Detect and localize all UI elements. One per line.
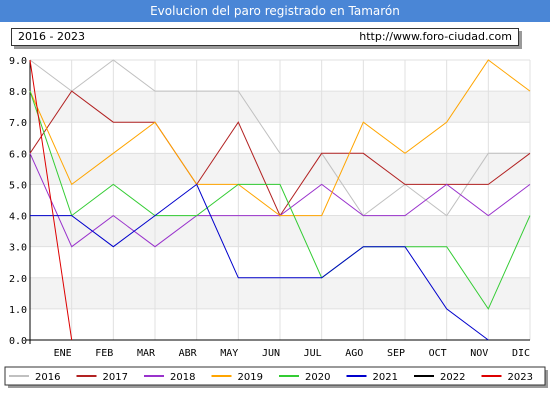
legend-label-2019: 2019 xyxy=(238,372,263,383)
series-line-2019 xyxy=(29,59,531,217)
x-axis-ticks: ENE FEB MAR ABR MAY JUN JUL AGO SEP OCT NOV DIC xyxy=(54,348,530,359)
legend-label-2016: 2016 xyxy=(35,372,60,383)
x-tick-label: FEB xyxy=(95,348,113,359)
y-tick-label: 7.0 xyxy=(9,118,27,129)
source-url[interactable]: http://www.foro-ciudad.com xyxy=(359,30,512,43)
info-bar: 2016 - 2023 http://www.foro-ciudad.com xyxy=(11,28,519,46)
y-axis-ticks: 0.0 1.0 2.0 3.0 4.0 5.0 6.0 7.0 8.0 9.0 xyxy=(9,56,27,347)
legend-label-2018: 2018 xyxy=(170,372,195,383)
y-tick-label: 9.0 xyxy=(9,56,27,67)
y-tick-label: 8.0 xyxy=(9,87,27,98)
y-tick-label: 1.0 xyxy=(9,305,27,316)
chart-title: Evolucion del paro registrado en Tamarón xyxy=(0,0,550,22)
x-tick-label: SEP xyxy=(387,348,405,359)
x-tick-label: NOV xyxy=(470,348,488,359)
x-tick-label: MAY xyxy=(220,348,238,359)
legend-label-2021: 2021 xyxy=(373,372,398,383)
series-line-2016 xyxy=(29,59,530,217)
x-tick-label: DIC xyxy=(512,348,530,359)
x-tick-label: ENE xyxy=(54,348,72,359)
series-line-2021 xyxy=(30,183,489,341)
series-lines xyxy=(29,59,531,341)
legend-label-2017: 2017 xyxy=(103,372,128,383)
y-tick-label: 3.0 xyxy=(9,243,27,254)
year-range-label: 2016 - 2023 xyxy=(18,30,85,43)
x-tick-label: JUN xyxy=(262,348,280,359)
x-tick-label: ABR xyxy=(179,348,198,359)
x-tick-label: AGO xyxy=(345,348,363,359)
legend-label-2023: 2023 xyxy=(508,372,533,383)
x-tick-label: OCT xyxy=(429,348,447,359)
y-tick-label: 0.0 xyxy=(9,336,27,347)
series-line-2023 xyxy=(29,59,73,341)
y-tick-label: 2.0 xyxy=(9,274,27,285)
y-tick-label: 5.0 xyxy=(9,180,27,191)
legend-box xyxy=(4,366,546,386)
x-tick-label: MAR xyxy=(137,348,156,359)
legend-label-2022: 2022 xyxy=(440,372,465,383)
y-tick-label: 6.0 xyxy=(9,149,27,160)
x-tick-label: JUL xyxy=(304,348,322,359)
legend: 2016 2017 2018 2019 2020 2021 2022 2023 xyxy=(4,366,548,388)
legend-label-2020: 2020 xyxy=(305,372,330,383)
series-line-2020 xyxy=(29,90,531,310)
y-tick-label: 4.0 xyxy=(9,212,27,223)
